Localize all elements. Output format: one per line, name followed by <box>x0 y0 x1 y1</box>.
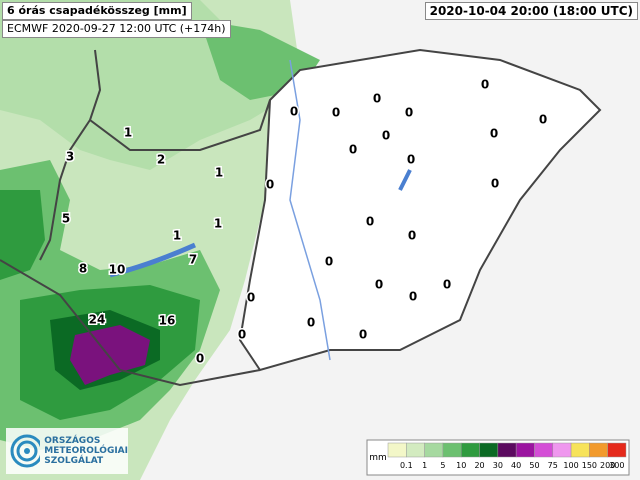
precip-max <box>70 325 150 385</box>
station-value: 0 <box>247 291 255 305</box>
station-value: 0 <box>196 352 204 366</box>
logo-text: ORSZÁGOS METEOROLÓGIAI SZOLGÁLAT <box>44 436 128 466</box>
station-value: 7 <box>189 253 197 267</box>
station-value: 0 <box>373 92 381 106</box>
station-value: 1 <box>124 126 132 140</box>
precip-west <box>0 190 45 280</box>
logo-line: METEOROLÓGIAI <box>44 446 128 456</box>
border-south <box>0 259 261 387</box>
station-value: 1 <box>214 217 222 231</box>
station-value: 0 <box>325 255 333 269</box>
station-value: 2 <box>157 153 165 167</box>
station-value: 0 <box>408 229 416 243</box>
valid-time: 2020-10-04 20:00 (18:00 UTC) <box>424 2 638 20</box>
station-value: 0 <box>332 106 340 120</box>
station-value: 0 <box>490 127 498 141</box>
station-value: 0 <box>359 328 367 342</box>
station-value: 1 <box>215 166 223 180</box>
station-value: 0 <box>366 215 374 229</box>
station-value: 0 <box>407 153 415 167</box>
station-value: 1 <box>173 229 181 243</box>
station-value: 0 <box>443 278 451 292</box>
logo: ORSZÁGOS METEOROLÓGIAI SZOLGÁLAT <box>6 428 128 474</box>
station-value: 0 <box>382 129 390 143</box>
station-value: 3 <box>66 150 74 164</box>
station-value: 24 <box>89 313 106 327</box>
logo-line: ORSZÁGOS <box>44 436 101 446</box>
station-value: 0 <box>481 78 489 92</box>
lake <box>109 242 197 278</box>
station-value: 0 <box>409 290 417 304</box>
border-north <box>88 49 271 151</box>
station-value: 10 <box>109 263 126 277</box>
station-value: 16 <box>159 314 176 328</box>
station-value: 0 <box>405 106 413 120</box>
border-west <box>39 119 91 261</box>
station-value: 0 <box>491 177 499 191</box>
station-value: 0 <box>375 278 383 292</box>
station-value: 0 <box>290 105 298 119</box>
station-value: 0 <box>307 316 315 330</box>
station-value: 0 <box>539 113 547 127</box>
title: 6 órás csapadékösszeg [mm] <box>2 2 192 20</box>
station-value: 0 <box>349 143 357 157</box>
hungary <box>238 48 602 372</box>
logo-icon <box>10 434 41 468</box>
lake-tisza <box>398 169 412 191</box>
station-value: 5 <box>62 212 70 226</box>
model-run: ECMWF 2020-09-27 12:00 UTC (+174h) <box>2 20 231 38</box>
river <box>289 59 331 361</box>
station-value: 0 <box>266 178 274 192</box>
station-value: 0 <box>238 328 246 342</box>
station-value: 8 <box>79 262 87 276</box>
logo-line: SZOLGÁLAT <box>44 456 104 466</box>
